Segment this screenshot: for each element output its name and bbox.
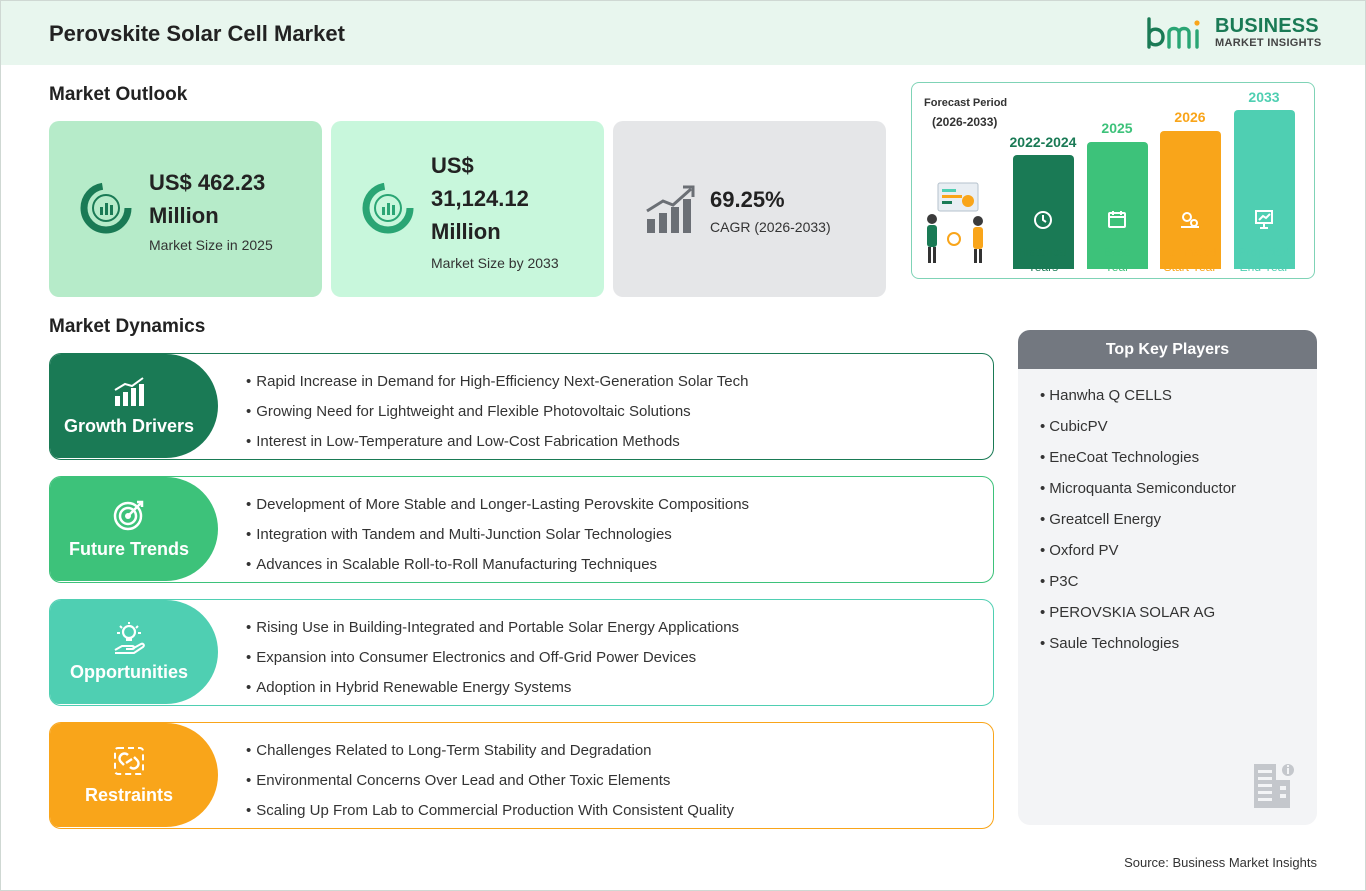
list-item: Growing Need for Lightweight and Flexibl… (246, 402, 748, 432)
list-item: Interest in Low-Temperature and Low-Cost… (246, 432, 748, 459)
cagr-value: 69.25% (710, 187, 785, 212)
list-item: Rapid Increase in Demand for High-Effici… (246, 372, 748, 402)
bar-estimated-start-year (1160, 131, 1221, 269)
list-item: P3C (1040, 572, 1236, 603)
bar-year-base: 2025 (1101, 120, 1133, 136)
forecast-period-range: (2026-2033) (932, 115, 998, 129)
logo-text-market-insights: MARKET INSIGHTS (1215, 37, 1322, 49)
bar-year-historical: 2022-2024 (1009, 134, 1077, 150)
source-note: Source: Business Market Insights (1124, 855, 1317, 870)
market-size-2033-card: US$ 31,124.12 Million Market Size by 203… (331, 121, 604, 297)
growth-drivers-panel: Growth Drivers Rapid Increase in Demand … (49, 353, 994, 460)
future-trends-panel: Future Trends Development of More Stable… (49, 476, 994, 583)
cagr-label: CAGR (2026-2033) (710, 219, 831, 235)
restraints-panel: Restraints Challenges Related to Long-Te… (49, 722, 994, 829)
top-key-players-panel: Top Key Players Hanwha Q CELLS CubicPV E… (1018, 330, 1317, 825)
market-outlook-title: Market Outlook (49, 84, 188, 105)
bar-caption-projected: Projected End Year (1238, 245, 1290, 274)
forecast-period-title: Forecast Period (924, 97, 1008, 109)
donut-chart-icon (80, 182, 132, 234)
key-players-list: Hanwha Q CELLS CubicPV EneCoat Technolog… (1040, 386, 1236, 665)
list-item: Hanwha Q CELLS (1040, 386, 1236, 417)
restraints-label: Restraints (84, 785, 174, 805)
cagr-card: 69.25% CAGR (2026-2033) (613, 121, 886, 297)
list-item: Advances in Scalable Roll-to-Roll Manufa… (246, 555, 749, 582)
page-header: Perovskite Solar Cell Market BUSINESS MA… (1, 1, 1365, 65)
list-item: Oxford PV (1040, 541, 1236, 572)
list-item: Integration with Tandem and Multi-Juncti… (246, 525, 749, 555)
list-item: Adoption in Hybrid Renewable Energy Syst… (246, 678, 739, 705)
donut-chart-icon (362, 182, 414, 234)
bar-caption-base: Base Year (1103, 245, 1131, 274)
forecast-period-panel: Forecast Period (2026-2033) 2022-2024 Hi… (911, 82, 1315, 279)
growth-drivers-list: Rapid Increase in Demand for High-Effici… (246, 372, 748, 459)
market-dynamics-title: Market Dynamics (49, 316, 206, 337)
bmi-logo: BUSINESS MARKET INSIGHTS (1145, 15, 1325, 55)
calendar-icon (1108, 211, 1126, 228)
logo-text-business: BUSINESS (1215, 15, 1319, 37)
page-title: Perovskite Solar Cell Market (49, 21, 345, 46)
list-item: PEROVSKIA SOLAR AG (1040, 603, 1236, 634)
list-item: Development of More Stable and Longer-La… (246, 495, 749, 525)
history-clock-icon (1034, 211, 1052, 229)
bar-year-estimated: 2026 (1174, 109, 1206, 125)
growth-bars-icon (646, 185, 695, 233)
list-item: Challenges Related to Long-Term Stabilit… (246, 741, 734, 771)
growth-drivers-label: Growth Drivers (63, 416, 195, 436)
bar-base-year (1087, 142, 1148, 269)
list-item: Saule Technologies (1040, 634, 1236, 665)
list-item: CubicPV (1040, 417, 1236, 448)
gear-screen-icon (1181, 212, 1199, 228)
top-key-players-title: Top Key Players (1018, 330, 1317, 369)
restraints-list: Challenges Related to Long-Term Stabilit… (246, 741, 734, 828)
market-size-2033-value: US$ 31,124.12 Million (431, 153, 529, 244)
list-item: Greatcell Energy (1040, 510, 1236, 541)
list-item: Microquanta Semiconductor (1040, 479, 1236, 510)
market-size-2033-label: Market Size by 2033 (431, 255, 559, 271)
building-icon (1254, 764, 1294, 808)
future-trends-label: Future Trends (68, 539, 189, 559)
bar-caption-estimated: Estimated Start Year (1163, 245, 1217, 274)
bar-caption-historical: Historical Years (1018, 245, 1068, 274)
lightbulb-hand-icon (114, 622, 145, 654)
bar-projected-end-year (1234, 110, 1295, 269)
list-item: Expansion into Consumer Electronics and … (246, 648, 739, 678)
growth-chart-icon (114, 377, 144, 406)
target-icon (113, 500, 144, 531)
bar-year-projected: 2033 (1248, 89, 1280, 105)
opportunities-list: Rising Use in Building-Integrated and Po… (246, 618, 739, 705)
opportunities-tab: Opportunities (50, 600, 218, 704)
team-illustration-icon (927, 182, 983, 263)
market-size-2025-label: Market Size in 2025 (149, 237, 273, 253)
market-size-2025-value: US$ 462.23 Million (149, 170, 266, 228)
opportunities-panel: Opportunities Rising Use in Building-Int… (49, 599, 994, 706)
opportunities-label: Opportunities (70, 662, 188, 682)
list-item: Rising Use in Building-Integrated and Po… (246, 618, 739, 648)
broken-link-icon (114, 747, 144, 775)
future-trends-list: Development of More Stable and Longer-La… (246, 495, 749, 582)
presentation-chart-icon (1255, 210, 1273, 229)
market-size-2025-card: US$ 462.23 Million Market Size in 2025 (49, 121, 322, 297)
future-trends-tab: Future Trends (50, 477, 218, 581)
restraints-tab: Restraints (50, 723, 218, 827)
list-item: EneCoat Technologies (1040, 448, 1236, 479)
list-item: Scaling Up From Lab to Commercial Produc… (246, 801, 734, 828)
list-item: Environmental Concerns Over Lead and Oth… (246, 771, 734, 801)
growth-drivers-tab: Growth Drivers (50, 354, 218, 458)
bar-historical-years (1013, 155, 1074, 269)
bmi-logo-mark-icon (1147, 17, 1200, 49)
